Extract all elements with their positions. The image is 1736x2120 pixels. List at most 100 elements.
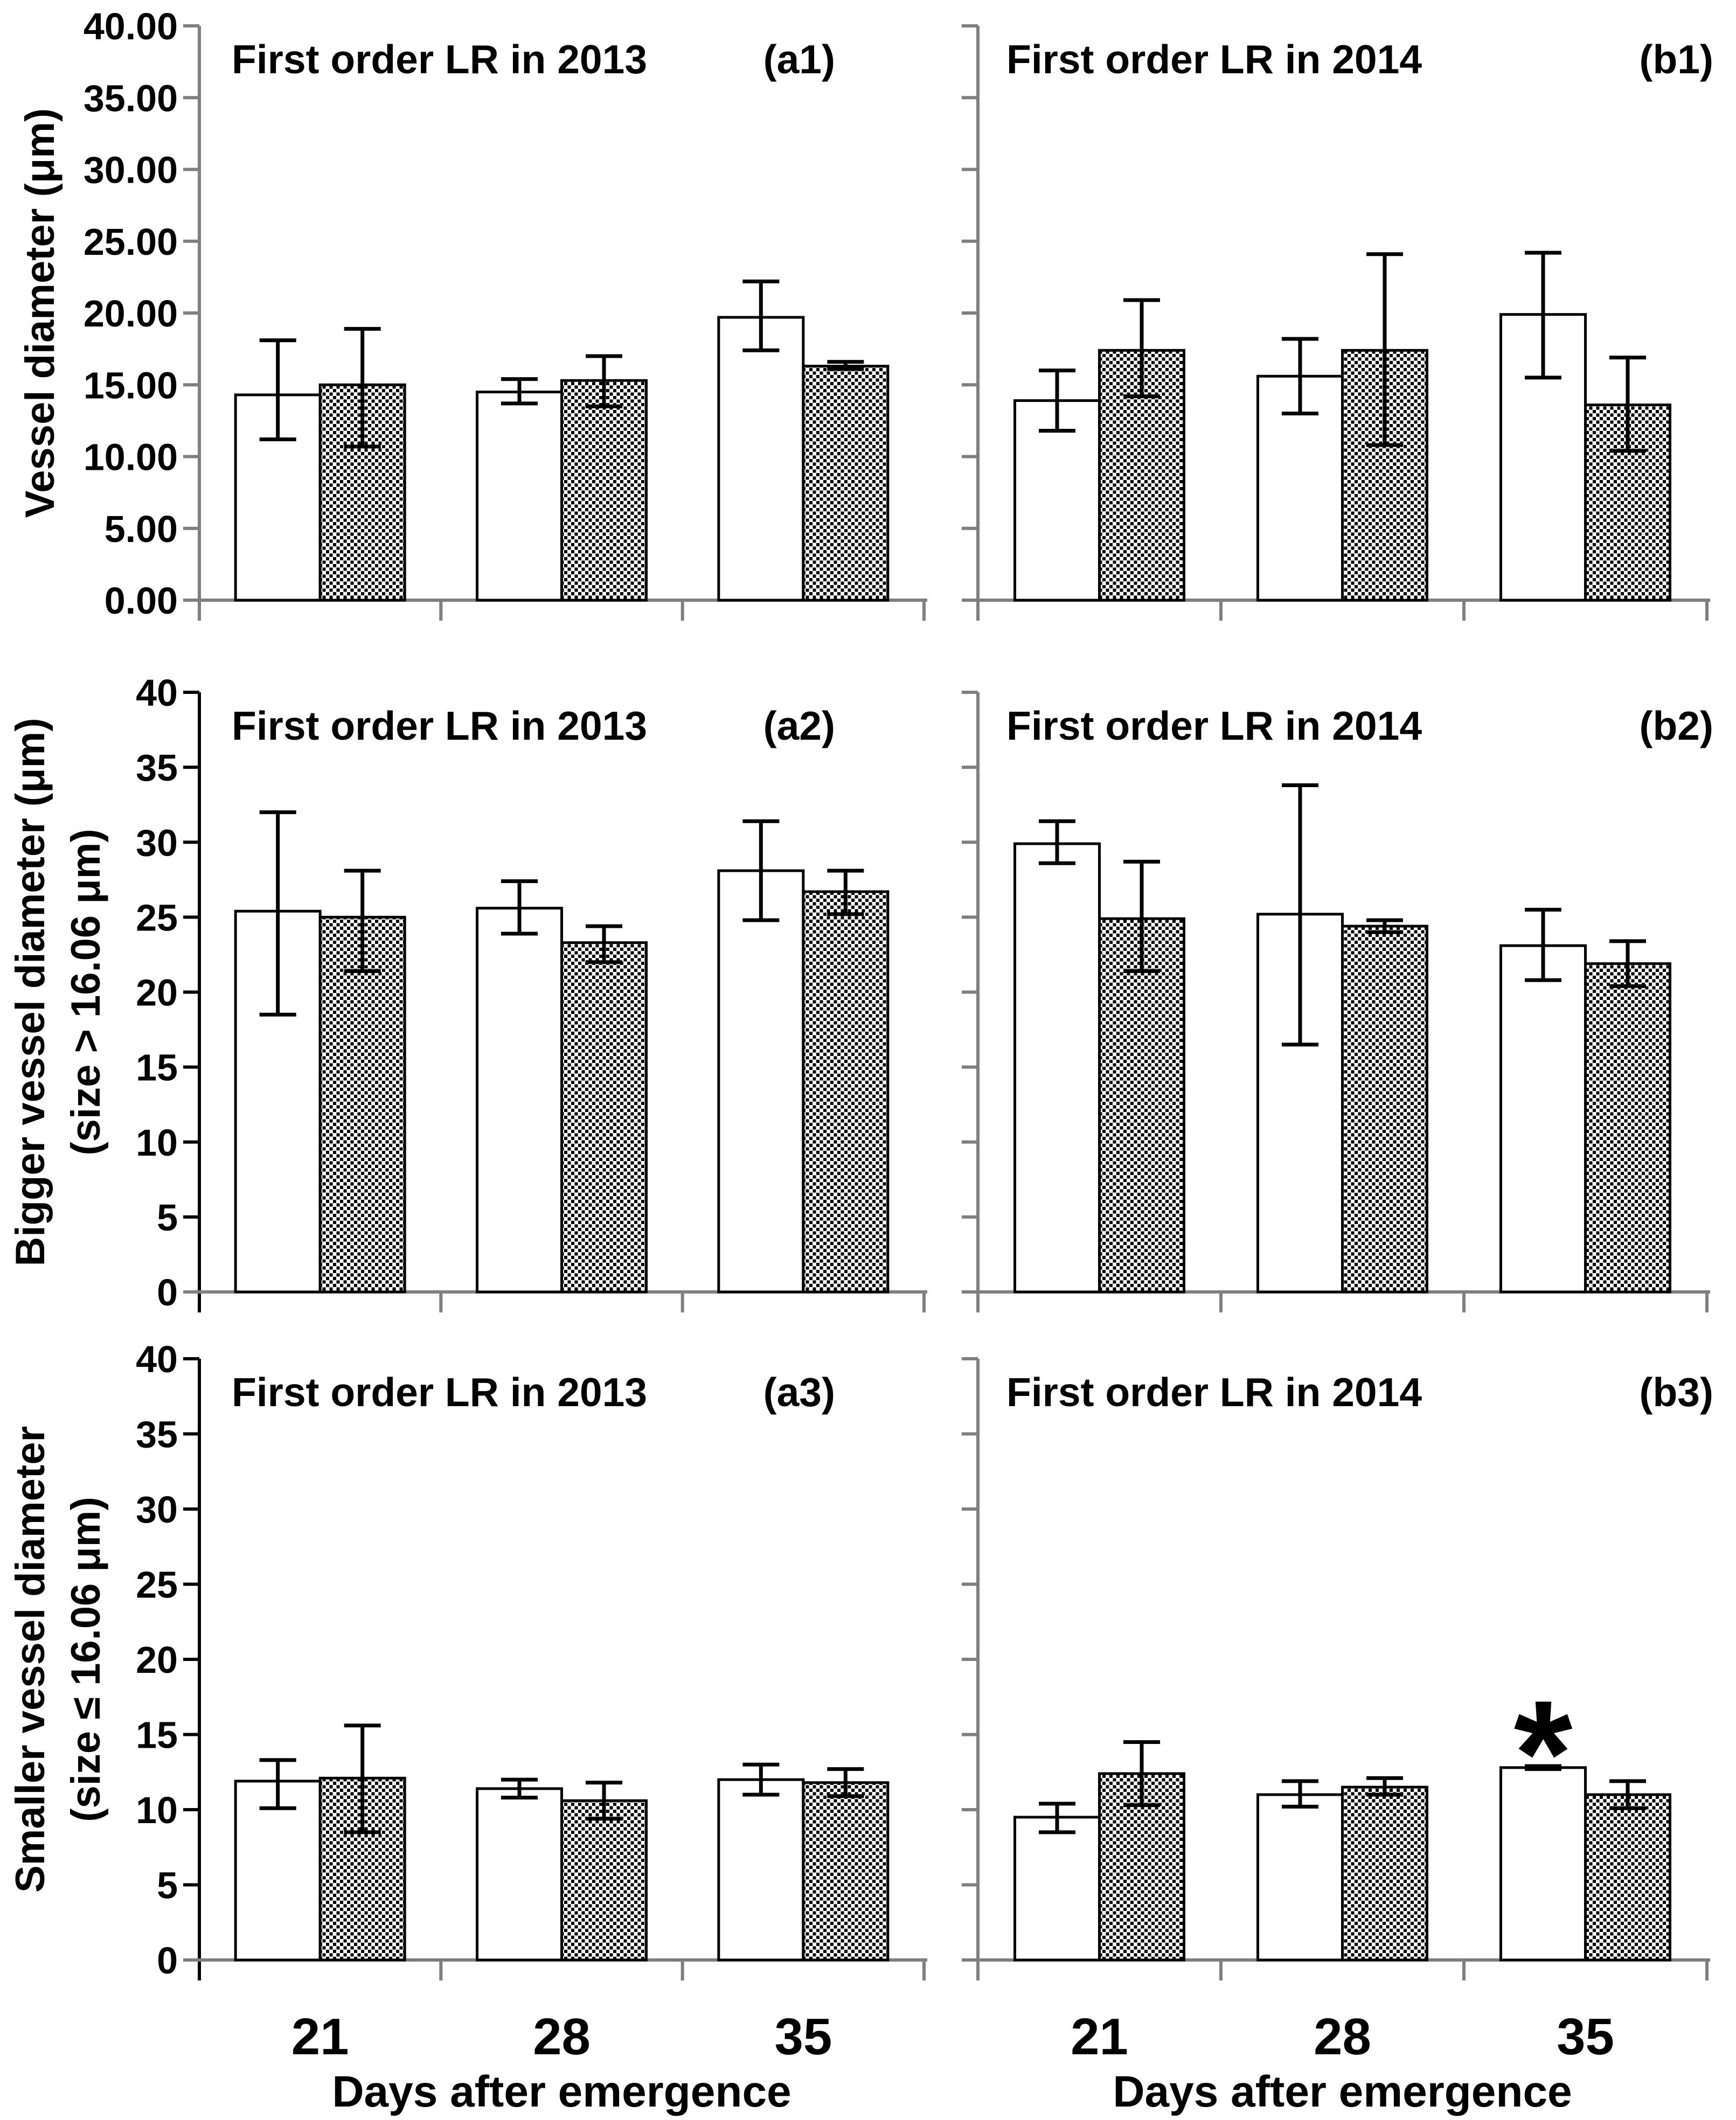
error-bar-open-21 — [259, 1758, 296, 1810]
y-tick-label: 20 — [136, 972, 178, 1014]
y-tick-label: 40.00 — [84, 5, 178, 47]
error-bar-hatched-35 — [827, 1767, 864, 1798]
error-bar-hatched-21 — [1123, 298, 1160, 399]
chart-title: First order LR in 2014 — [1006, 37, 1422, 82]
error-bar-open-21 — [259, 338, 296, 442]
bar-open-35 — [1499, 944, 1587, 1294]
x-tick-label: 35 — [1557, 2008, 1614, 2066]
y-tick-label: 15 — [136, 1714, 178, 1756]
error-bar-open-28 — [1282, 783, 1318, 1047]
chart-title: First order LR in 2014 — [1006, 703, 1422, 748]
error-bar-open-35 — [742, 1762, 780, 1797]
chart-title: First order LR in 2013 — [232, 37, 647, 82]
y-tick-label: 25 — [136, 1564, 178, 1606]
y-axis-title: Vessel diameter (μm) — [17, 108, 63, 518]
y-tick-label: 40 — [136, 1338, 178, 1380]
bar-hatched-35 — [802, 890, 890, 1294]
error-bar-open-35 — [1525, 251, 1561, 380]
error-bar-open-28 — [1282, 337, 1318, 416]
error-bar-hatched-21 — [344, 326, 381, 449]
panel-label: (a1) — [763, 37, 835, 82]
chart-a1: 0.00 5.00 10.00 15.00 20.00 25.00 30.00 35.00 40… — [17, 5, 927, 622]
y-tick-label: 30.00 — [84, 149, 178, 191]
error-bar-open-35 — [1525, 1764, 1561, 1771]
y-tick-label: 35 — [136, 1414, 178, 1456]
bar-open-28 — [476, 1787, 563, 1962]
panel-label: (b3) — [1640, 1370, 1713, 1415]
error-bar-open-35 — [742, 819, 780, 922]
error-bar-hatched-21 — [1123, 1740, 1160, 1808]
chart-title: First order LR in 2014 — [1006, 1370, 1422, 1415]
bar-open-35 — [717, 316, 805, 602]
error-bar-hatched-35 — [827, 868, 864, 916]
y-tick-label: 15 — [136, 1047, 178, 1089]
error-bar-open-28 — [501, 377, 538, 406]
chart-b1: First order LR in 2014 (b1) — [962, 24, 1713, 621]
error-bar-hatched-35 — [827, 360, 864, 371]
bar-open-35 — [717, 869, 805, 1294]
significance-asterisk: * — [1514, 1670, 1573, 1838]
error-bar-hatched-35 — [1609, 939, 1646, 988]
y-tick-label: 0.00 — [105, 580, 178, 622]
bar-hatched-35 — [802, 365, 890, 602]
chart-a2: 0 5 10 15 20 25 30 35 40 First order LR in 2013 (a… — [8, 672, 927, 1313]
error-bar-open-35 — [742, 279, 780, 352]
error-bar-open-28 — [501, 1777, 538, 1800]
y-axis-title: Bigger vessel diameter (μm) — [8, 718, 53, 1267]
y-tick-label: 10 — [136, 1789, 178, 1831]
x-tick-label: 35 — [774, 2008, 832, 2066]
chart-title: First order LR in 2013 — [232, 703, 647, 748]
error-bar-hatched-21 — [344, 868, 381, 974]
chart-a3: 0 5 10 15 20 25 30 35 40 First order LR in 2013 (a… — [8, 1338, 927, 2116]
bar-hatched-28 — [560, 941, 648, 1294]
bar-open-21 — [234, 1780, 322, 1962]
y-tick-label: 40 — [136, 672, 178, 714]
y-axis-title: (size > 16.06 μm) — [63, 829, 109, 1155]
y-tick-label: 5.00 — [105, 508, 178, 550]
bar-hatched-28 — [1341, 925, 1428, 1294]
error-bar-hatched-35 — [1609, 356, 1646, 453]
x-tick-label: 21 — [291, 2008, 349, 2066]
error-bar-open-28 — [501, 879, 538, 936]
x-tick-label: 21 — [1071, 2008, 1128, 2066]
bar-open-28 — [1256, 1793, 1344, 1962]
x-axis-title: Days after emergence — [1113, 2067, 1572, 2116]
y-tick-label: 25.00 — [84, 221, 178, 263]
y-tick-label: 35 — [136, 747, 178, 789]
y-tick-label: 30 — [136, 1489, 178, 1531]
y-axis-title: (size ≤ 16.06 μm) — [63, 1497, 109, 1822]
error-bar-hatched-28 — [586, 924, 622, 964]
error-bar-open-21 — [1039, 369, 1075, 433]
x-tick-label: 28 — [1314, 2008, 1371, 2066]
y-tick-label: 25 — [136, 896, 178, 939]
bar-hatched-35 — [1584, 1793, 1671, 1962]
error-bar-open-21 — [259, 810, 296, 1017]
bar-hatched-35 — [802, 1781, 890, 1962]
error-bar-hatched-28 — [586, 354, 622, 408]
error-bar-hatched-28 — [1366, 1776, 1403, 1797]
chart-b2: First order LR in 2014 (b2) — [962, 691, 1713, 1312]
bar-hatched-21 — [1098, 917, 1185, 1294]
error-bar-open-28 — [1282, 1779, 1318, 1809]
panel-label: (a3) — [763, 1370, 835, 1415]
y-tick-label: 20 — [136, 1639, 178, 1681]
bar-open-35 — [717, 1778, 805, 1962]
y-tick-label: 0 — [157, 1271, 178, 1313]
bar-hatched-21 — [318, 915, 406, 1294]
y-axis-title: Smaller vessel diameter — [8, 1426, 53, 1893]
bar-hatched-28 — [560, 1799, 648, 1962]
error-bar-hatched-21 — [1123, 859, 1160, 974]
y-tick-label: 5 — [157, 1197, 178, 1239]
bar-open-28 — [476, 907, 563, 1294]
panel-label: (b2) — [1640, 703, 1713, 748]
error-bar-open-35 — [1525, 907, 1561, 982]
panel-label: (a2) — [763, 703, 835, 748]
y-tick-label: 30 — [136, 822, 178, 864]
error-bar-hatched-21 — [344, 1723, 381, 1834]
error-bar-open-21 — [1039, 1802, 1075, 1834]
bar-open-21 — [1013, 1816, 1101, 1962]
bar-hatched-28 — [1341, 1785, 1428, 1962]
x-tick-label: 28 — [533, 2008, 591, 2066]
